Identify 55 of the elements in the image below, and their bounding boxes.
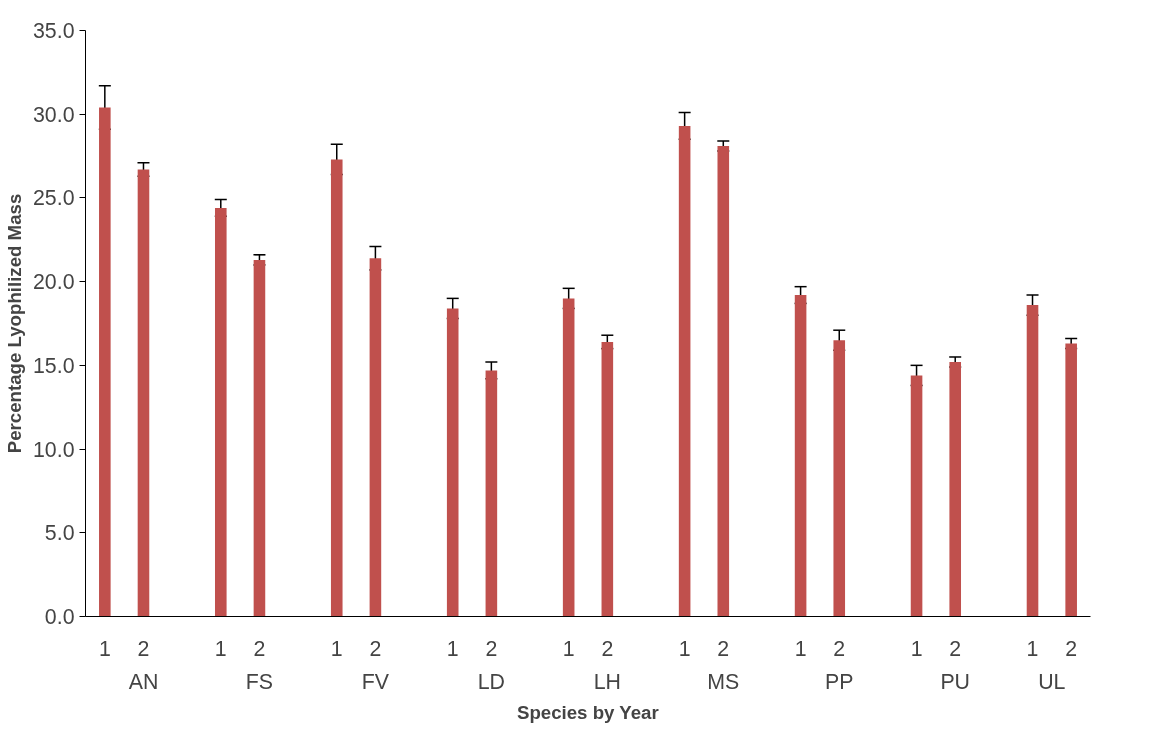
bar (910, 375, 923, 617)
text: PP (825, 669, 854, 694)
x-tick-label: 2 (485, 636, 498, 661)
bar (1065, 343, 1077, 617)
y-axis-title: Percentage Lyophilized Mass (3, 193, 25, 454)
bar (137, 169, 150, 617)
y-tick-label: 25.0 (32, 186, 75, 211)
y-tick-label: 30.0 (32, 102, 75, 127)
x-tick-label: 1 (446, 636, 459, 661)
x-tick-label: 1 (910, 636, 923, 661)
x-tick-label: 1 (794, 636, 807, 661)
bar (949, 362, 962, 617)
bar (1026, 305, 1039, 617)
x-tick-label: 1 (1026, 636, 1039, 661)
bar (794, 295, 807, 617)
x-tick-label: 1 (214, 636, 227, 661)
x-tick-label: 2 (717, 636, 730, 661)
bar (717, 146, 730, 617)
x-tick-label: 1 (98, 636, 111, 661)
x-tick-label: 2 (253, 636, 266, 661)
bar (214, 207, 227, 617)
x-tick-label: 2 (601, 636, 614, 661)
text: AN (128, 669, 159, 694)
bar (99, 107, 111, 617)
x-tick-label: 1 (330, 636, 343, 661)
text: PU (940, 669, 971, 694)
text: FS (245, 669, 274, 694)
y-tick-label: 5.0 (44, 521, 75, 546)
y-tick-label: 15.0 (32, 353, 75, 378)
bar (678, 125, 691, 617)
text: LD (477, 669, 505, 694)
y-tick-label: 35.0 (32, 19, 75, 43)
x-tick-label: 2 (833, 636, 846, 661)
bar (562, 298, 575, 617)
bar (369, 258, 382, 617)
x-tick-label: 2 (949, 636, 962, 661)
text: LH (593, 669, 621, 694)
x-tick-label: 1 (678, 636, 691, 661)
bar (330, 159, 343, 617)
bar (446, 308, 459, 617)
text: MS (707, 669, 740, 694)
y-tick-label: 20.0 (32, 270, 75, 295)
x-tick-label: 2 (369, 636, 382, 661)
bar (253, 259, 266, 617)
y-tick-label: 0.0 (44, 605, 75, 629)
bar (833, 340, 846, 617)
x-axis-title: Species by Year (516, 701, 659, 723)
x-tick-label: 1 (562, 636, 575, 661)
x-tick-label: 2 (1065, 636, 1078, 661)
bar (485, 370, 498, 617)
bar (601, 341, 614, 617)
y-tick-label: 10.0 (32, 437, 75, 462)
text: FV (361, 669, 390, 694)
x-tick-label: 2 (137, 636, 150, 661)
text: UL (1038, 669, 1066, 694)
